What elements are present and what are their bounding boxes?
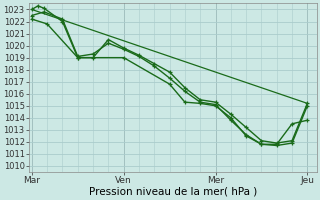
X-axis label: Pression niveau de la mer( hPa ): Pression niveau de la mer( hPa )	[89, 187, 257, 197]
